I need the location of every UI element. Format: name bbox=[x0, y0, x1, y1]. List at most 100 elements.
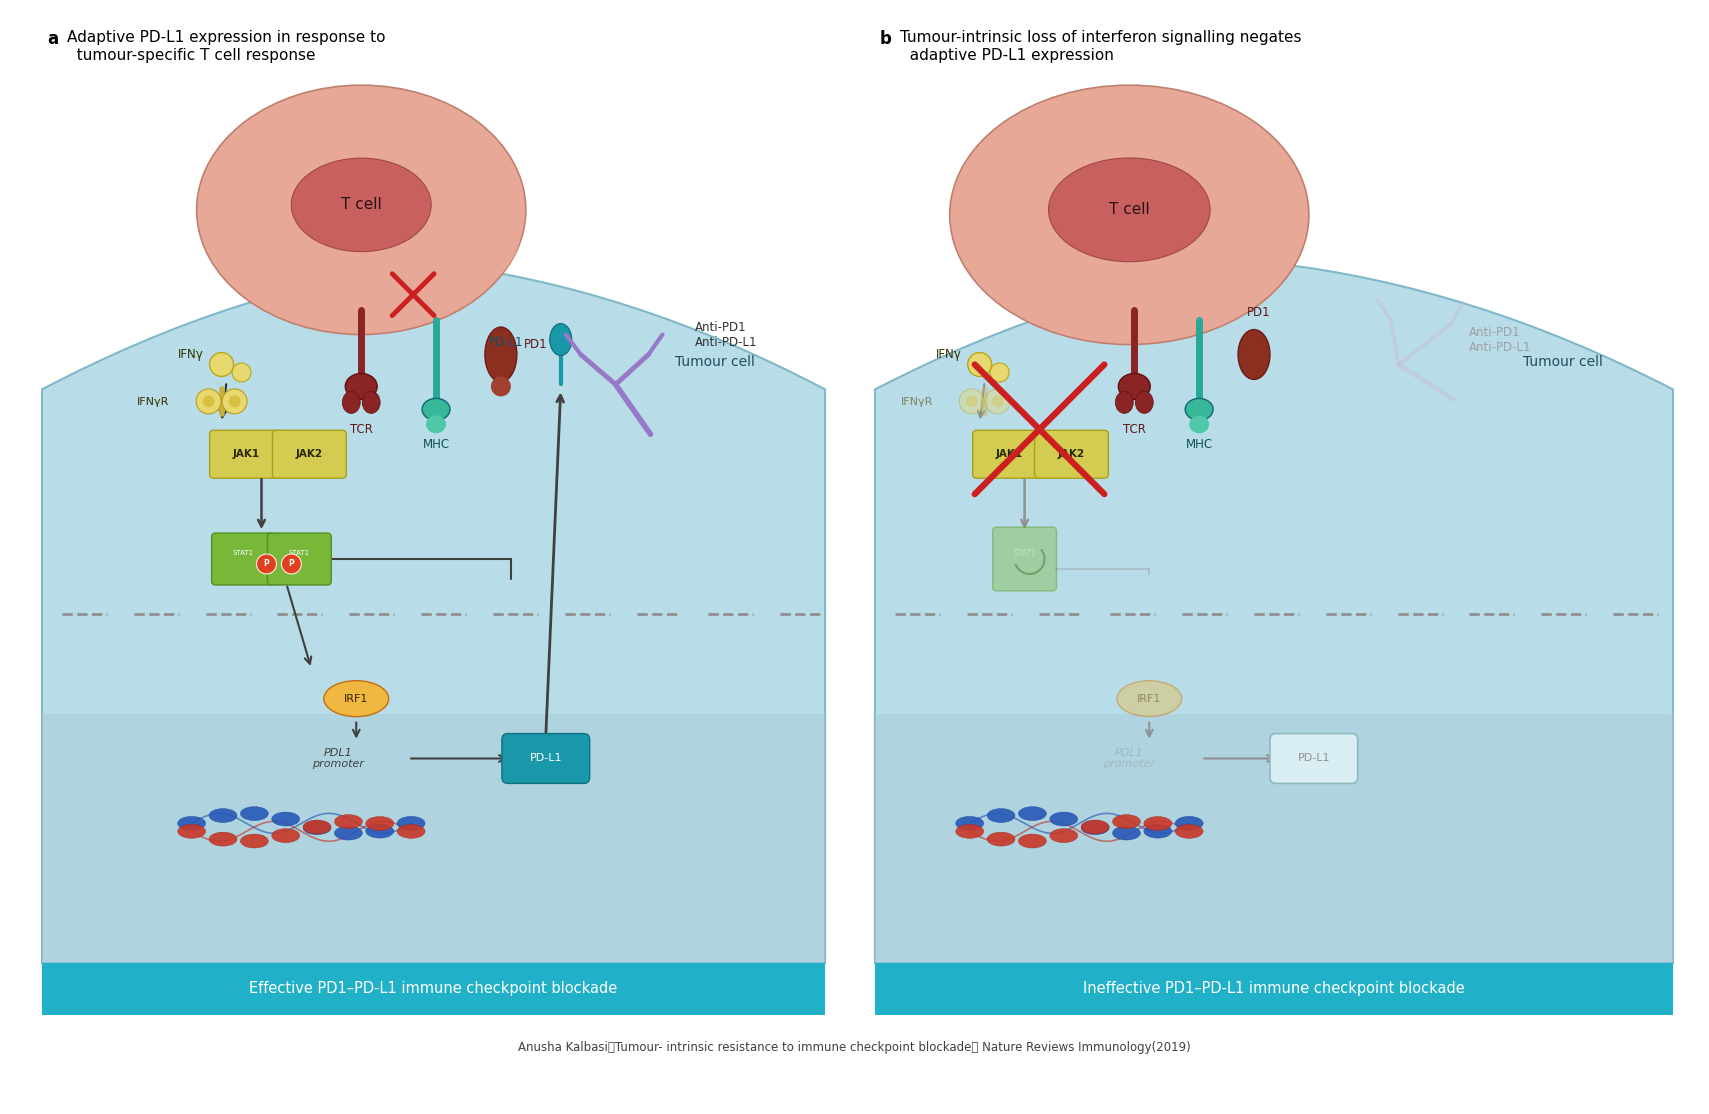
Text: JAK2: JAK2 bbox=[1058, 449, 1085, 459]
Text: a: a bbox=[48, 30, 58, 48]
Text: IFNγR: IFNγR bbox=[901, 398, 933, 408]
Ellipse shape bbox=[241, 834, 268, 848]
Ellipse shape bbox=[282, 554, 301, 574]
Ellipse shape bbox=[302, 820, 332, 834]
FancyBboxPatch shape bbox=[502, 733, 590, 783]
Ellipse shape bbox=[966, 395, 978, 408]
Ellipse shape bbox=[1082, 821, 1109, 834]
Text: PD-L1: PD-L1 bbox=[530, 753, 562, 763]
Text: P: P bbox=[289, 559, 294, 568]
Ellipse shape bbox=[345, 373, 378, 400]
Ellipse shape bbox=[1113, 827, 1140, 840]
Ellipse shape bbox=[1143, 824, 1172, 838]
Text: T cell: T cell bbox=[340, 197, 381, 213]
Ellipse shape bbox=[366, 824, 393, 838]
Ellipse shape bbox=[955, 824, 984, 839]
Ellipse shape bbox=[362, 391, 379, 413]
Ellipse shape bbox=[1176, 817, 1203, 830]
Ellipse shape bbox=[222, 389, 248, 414]
Ellipse shape bbox=[1019, 834, 1046, 848]
Ellipse shape bbox=[1113, 814, 1140, 829]
Ellipse shape bbox=[272, 812, 299, 825]
Ellipse shape bbox=[178, 824, 205, 839]
Ellipse shape bbox=[396, 824, 426, 839]
Ellipse shape bbox=[208, 809, 238, 822]
Ellipse shape bbox=[1116, 391, 1133, 413]
Text: TCR: TCR bbox=[350, 423, 373, 436]
Ellipse shape bbox=[396, 817, 426, 830]
Ellipse shape bbox=[950, 85, 1309, 344]
Ellipse shape bbox=[490, 377, 511, 397]
FancyBboxPatch shape bbox=[212, 534, 275, 585]
Ellipse shape bbox=[291, 158, 431, 252]
Ellipse shape bbox=[988, 809, 1015, 822]
Ellipse shape bbox=[323, 681, 388, 716]
Ellipse shape bbox=[366, 817, 393, 831]
Ellipse shape bbox=[550, 323, 573, 355]
Bar bbox=[43, 962, 825, 1015]
Ellipse shape bbox=[1237, 330, 1270, 380]
Text: IFNγR: IFNγR bbox=[137, 398, 169, 408]
Text: JAK1: JAK1 bbox=[232, 449, 260, 459]
Text: b: b bbox=[880, 30, 892, 48]
FancyBboxPatch shape bbox=[972, 430, 1046, 478]
Ellipse shape bbox=[1118, 681, 1181, 716]
Ellipse shape bbox=[335, 814, 362, 829]
Text: T cell: T cell bbox=[1109, 203, 1150, 217]
Text: JAK1: JAK1 bbox=[996, 449, 1024, 459]
Text: PD1: PD1 bbox=[525, 338, 547, 351]
Ellipse shape bbox=[485, 328, 516, 382]
Text: Tumour cell: Tumour cell bbox=[1523, 354, 1603, 369]
Ellipse shape bbox=[1019, 807, 1046, 821]
Ellipse shape bbox=[208, 832, 238, 847]
Ellipse shape bbox=[426, 416, 446, 433]
Text: P: P bbox=[263, 559, 270, 568]
Ellipse shape bbox=[232, 363, 251, 382]
Text: IRF1: IRF1 bbox=[1136, 694, 1162, 704]
Text: STAT1: STAT1 bbox=[289, 550, 309, 556]
Text: STAT1: STAT1 bbox=[1013, 548, 1036, 557]
Ellipse shape bbox=[302, 821, 332, 834]
Text: PD-L1: PD-L1 bbox=[1297, 753, 1330, 763]
Ellipse shape bbox=[988, 832, 1015, 847]
Ellipse shape bbox=[959, 389, 984, 414]
PathPatch shape bbox=[875, 263, 1673, 962]
Ellipse shape bbox=[1082, 820, 1109, 834]
Text: Anti-PD1
Anti-PD-L1: Anti-PD1 Anti-PD-L1 bbox=[696, 321, 757, 349]
PathPatch shape bbox=[43, 263, 825, 962]
Text: PD-L1: PD-L1 bbox=[489, 336, 523, 349]
Text: TCR: TCR bbox=[1123, 423, 1145, 436]
FancyBboxPatch shape bbox=[1034, 430, 1109, 478]
FancyBboxPatch shape bbox=[268, 534, 332, 585]
Ellipse shape bbox=[272, 829, 299, 842]
Text: Adaptive PD-L1 expression in response to
  tumour-specific T cell response: Adaptive PD-L1 expression in response to… bbox=[67, 30, 386, 62]
Ellipse shape bbox=[1135, 391, 1154, 413]
FancyBboxPatch shape bbox=[993, 527, 1056, 590]
Ellipse shape bbox=[256, 554, 277, 574]
Ellipse shape bbox=[229, 395, 241, 408]
Ellipse shape bbox=[1118, 373, 1150, 400]
Text: PD1: PD1 bbox=[1248, 306, 1271, 319]
Ellipse shape bbox=[342, 391, 361, 413]
Ellipse shape bbox=[1184, 399, 1213, 420]
Ellipse shape bbox=[203, 395, 215, 408]
Ellipse shape bbox=[381, 156, 521, 293]
Bar bbox=[875, 714, 1673, 962]
Text: STAT1: STAT1 bbox=[232, 550, 255, 556]
Text: Tumour-intrinsic loss of interferon signalling negates
  adaptive PD-L1 expressi: Tumour-intrinsic loss of interferon sign… bbox=[901, 30, 1301, 62]
Ellipse shape bbox=[241, 807, 268, 821]
Ellipse shape bbox=[335, 827, 362, 840]
Text: PDL1
promoter: PDL1 promoter bbox=[313, 747, 364, 770]
Ellipse shape bbox=[1049, 812, 1078, 825]
Ellipse shape bbox=[197, 85, 526, 334]
Ellipse shape bbox=[984, 389, 1010, 414]
Ellipse shape bbox=[422, 399, 449, 420]
Ellipse shape bbox=[197, 389, 220, 414]
Ellipse shape bbox=[1049, 829, 1078, 842]
Text: Anti-PD1
Anti-PD-L1: Anti-PD1 Anti-PD-L1 bbox=[1468, 325, 1531, 353]
FancyBboxPatch shape bbox=[1270, 733, 1357, 783]
Ellipse shape bbox=[990, 363, 1008, 382]
Text: Anusha Kalbasi，Tumour- intrinsic resistance to immune checkpoint blockade， Natur: Anusha Kalbasi，Tumour- intrinsic resista… bbox=[518, 1042, 1191, 1054]
Ellipse shape bbox=[1189, 416, 1208, 433]
Text: IRF1: IRF1 bbox=[344, 694, 369, 704]
